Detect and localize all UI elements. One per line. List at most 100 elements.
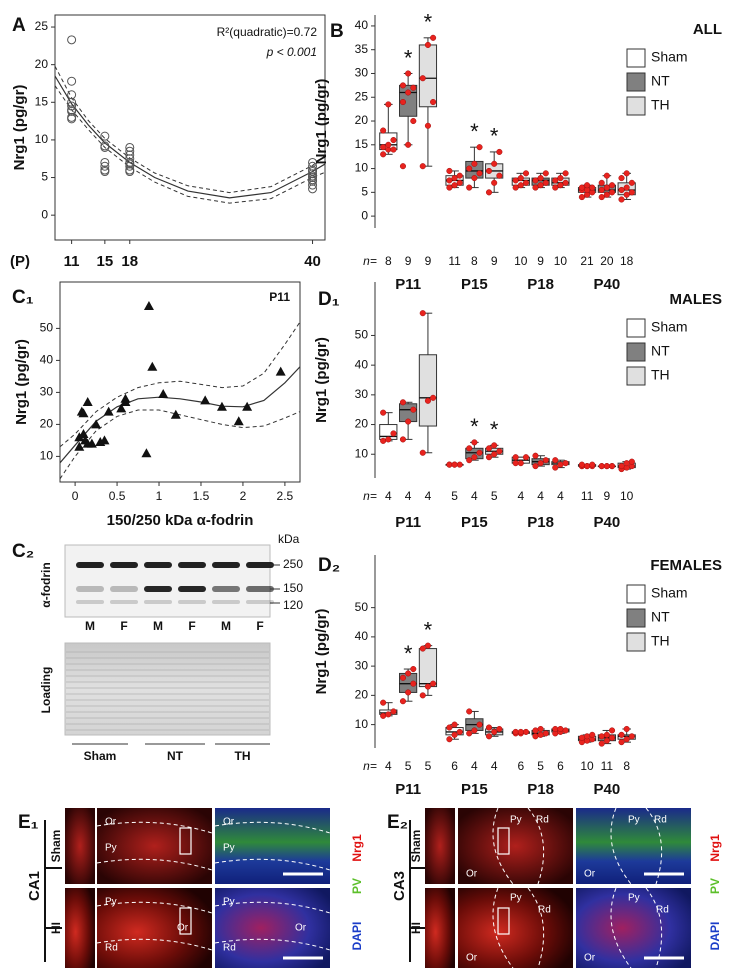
data-point xyxy=(542,179,549,186)
band-250 xyxy=(144,562,172,568)
panel-label: E₂ xyxy=(387,812,408,833)
data-point xyxy=(542,730,549,737)
data-point xyxy=(385,711,392,718)
marker-label: 150 xyxy=(283,581,303,595)
data-point xyxy=(557,461,564,468)
sex-label: F xyxy=(120,619,127,633)
band-120 xyxy=(246,600,274,604)
panel-label: C₂ xyxy=(12,541,34,562)
n-value: 4 xyxy=(425,489,432,503)
image-strip xyxy=(65,888,95,968)
data-point xyxy=(419,310,426,317)
image-nrg1 xyxy=(97,888,212,968)
layer-label: Py xyxy=(510,815,522,826)
data-point xyxy=(562,170,569,177)
stain-label: DAPI xyxy=(350,922,364,951)
region-label: CA3 xyxy=(391,871,408,901)
n-value: 4 xyxy=(517,489,524,503)
layer-label: Py xyxy=(628,815,640,826)
n-value: 4 xyxy=(385,759,392,773)
y-axis-label: Nrg1 (pg/gr) xyxy=(11,85,28,171)
data-point xyxy=(491,160,498,167)
y-tick-label: 15 xyxy=(355,137,369,151)
image-merge xyxy=(576,808,691,884)
legend-label: Sham xyxy=(651,319,688,335)
marker-label: 120 xyxy=(283,598,303,612)
n-value: 11 xyxy=(581,489,594,503)
data-point xyxy=(399,436,407,443)
legend-label: TH xyxy=(651,97,670,113)
n-value: 5 xyxy=(537,759,544,773)
data-point xyxy=(430,98,437,106)
data-point xyxy=(446,184,453,191)
data-point xyxy=(82,397,93,406)
data-point xyxy=(623,184,630,191)
data-point xyxy=(451,182,458,189)
loading-image xyxy=(64,642,271,736)
image-strip xyxy=(65,808,95,884)
category-label: P18 xyxy=(527,276,554,293)
data-point xyxy=(100,167,110,177)
stain-label: Nrg1 xyxy=(708,834,722,862)
category-label: P40 xyxy=(594,781,621,798)
data-point xyxy=(552,177,559,184)
y-tick-label: 50 xyxy=(40,321,54,335)
layer-label: Py xyxy=(105,843,117,854)
panel-label: B xyxy=(330,21,344,42)
y-tick-label: 20 xyxy=(355,688,369,702)
data-point xyxy=(532,727,539,734)
n-value: 5 xyxy=(451,489,458,503)
layer-label: Rd xyxy=(654,815,667,826)
layer-label: Py xyxy=(223,897,235,908)
y-tick-label: 0 xyxy=(41,207,48,221)
data-point xyxy=(78,429,89,438)
data-point xyxy=(537,460,544,467)
data-point xyxy=(471,727,478,734)
data-point xyxy=(623,736,630,743)
n-value: 4 xyxy=(471,489,478,503)
significance: * xyxy=(470,414,479,439)
layer-boundary xyxy=(96,901,213,914)
n-label: n= xyxy=(363,489,377,503)
x-tick-label: 0.5 xyxy=(109,489,126,503)
data-point xyxy=(608,463,616,470)
ci-lower xyxy=(60,409,300,480)
y-tick-label: 30 xyxy=(40,385,54,399)
n-label: n= xyxy=(363,254,377,268)
band-150 xyxy=(212,586,240,592)
significance: * xyxy=(424,10,433,35)
data-point xyxy=(532,184,539,191)
panel-label: D₁ xyxy=(318,289,340,310)
data-point xyxy=(471,175,478,182)
stain-label: PV xyxy=(350,878,364,894)
band-250 xyxy=(246,562,274,568)
layer-label: Rd xyxy=(223,943,236,954)
panel-label: C₁ xyxy=(12,287,34,308)
legend-swatch xyxy=(626,96,646,116)
layer-label: Py xyxy=(628,893,640,904)
band-120 xyxy=(76,600,104,604)
data-point xyxy=(430,394,437,401)
data-point xyxy=(628,458,635,465)
layer-label: Rd xyxy=(538,905,551,916)
layer-label: Or xyxy=(295,923,307,934)
n-value: 5 xyxy=(405,759,412,773)
data-point xyxy=(456,461,463,468)
sex-label: M xyxy=(153,619,163,633)
layer-label: Or xyxy=(466,953,478,964)
legend-title: MALES xyxy=(670,291,723,308)
data-point xyxy=(216,401,227,411)
data-point xyxy=(598,463,605,470)
data-point xyxy=(141,448,152,458)
legend-swatch xyxy=(626,584,646,604)
data-point xyxy=(100,142,110,152)
data-point xyxy=(399,674,407,681)
legend-label: TH xyxy=(651,633,670,649)
data-point xyxy=(399,163,407,170)
y-axis-label: Nrg1 (pg/gr) xyxy=(313,79,330,165)
data-point xyxy=(618,186,625,194)
significance: * xyxy=(470,119,479,144)
ci-lower xyxy=(55,85,325,204)
data-point xyxy=(598,733,605,740)
